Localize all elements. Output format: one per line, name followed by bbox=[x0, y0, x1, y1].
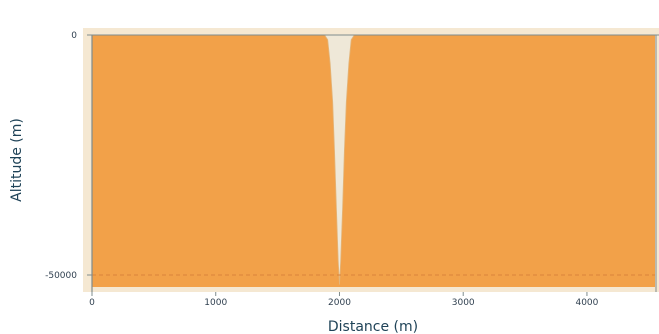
x-axis-title: Distance (m) bbox=[328, 319, 418, 334]
x-tick-label: 0 bbox=[89, 298, 95, 308]
ground-area bbox=[92, 35, 655, 287]
y-tick-label: -50000 bbox=[45, 271, 77, 281]
y-tick-label: 0 bbox=[71, 31, 77, 41]
x-tick-label: 1000 bbox=[204, 298, 227, 308]
cut-profile bbox=[323, 34, 356, 285]
x-tick-label: 2000 bbox=[328, 298, 351, 308]
y-axis-title: Altitude (m) bbox=[9, 118, 25, 202]
plot-area bbox=[92, 34, 655, 287]
x-tick-label: 4000 bbox=[575, 298, 598, 308]
axes: 0 -50000 0 1000 2000 3000 4000 bbox=[45, 31, 659, 308]
x-tick-label: 3000 bbox=[452, 298, 475, 308]
